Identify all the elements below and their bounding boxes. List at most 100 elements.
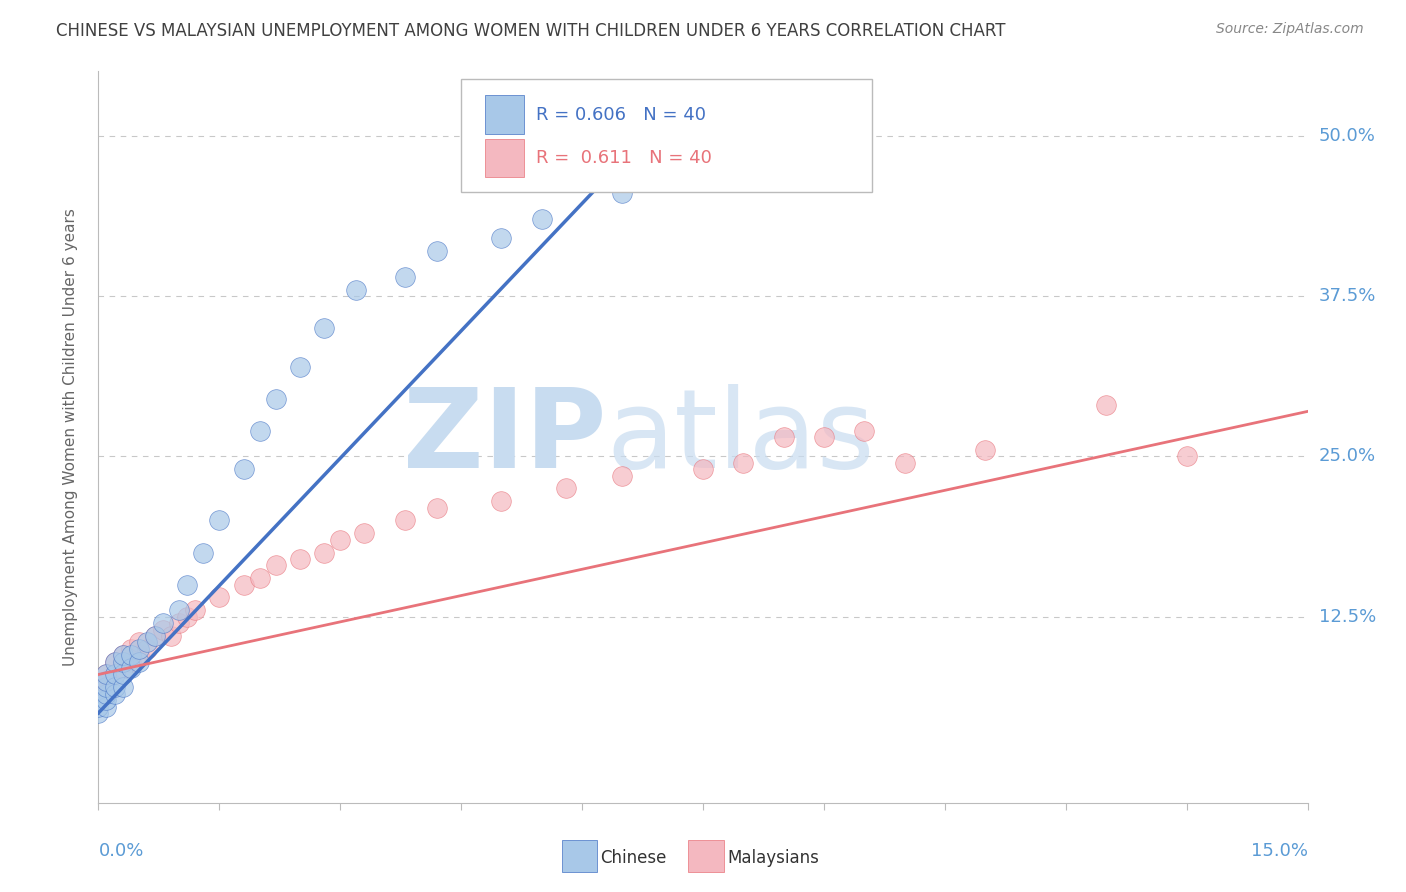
Point: [314, 321, 336, 335]
Point: [128, 655, 150, 669]
Point: [167, 616, 190, 631]
Point: [314, 545, 336, 559]
Text: Malaysians: Malaysians: [727, 848, 820, 867]
Point: [329, 533, 352, 547]
FancyBboxPatch shape: [485, 95, 524, 134]
Point: [612, 186, 634, 201]
Point: [232, 577, 254, 591]
Point: [96, 667, 118, 681]
Point: [111, 661, 134, 675]
Point: [96, 681, 118, 695]
Point: [208, 514, 231, 528]
Point: [893, 456, 915, 470]
Text: CHINESE VS MALAYSIAN UNEMPLOYMENT AMONG WOMEN WITH CHILDREN UNDER 6 YEARS CORREL: CHINESE VS MALAYSIAN UNEMPLOYMENT AMONG …: [56, 22, 1005, 40]
Point: [733, 456, 755, 470]
Point: [103, 655, 125, 669]
Point: [120, 648, 142, 663]
Point: [249, 571, 271, 585]
Text: 12.5%: 12.5%: [1319, 607, 1376, 625]
Point: [1175, 450, 1198, 464]
Point: [426, 500, 449, 515]
FancyBboxPatch shape: [561, 840, 596, 872]
Text: R = 0.606   N = 40: R = 0.606 N = 40: [536, 105, 706, 123]
Point: [193, 545, 215, 559]
Point: [128, 635, 150, 649]
Point: [96, 693, 118, 707]
Point: [555, 482, 578, 496]
Point: [264, 392, 287, 406]
Point: [167, 603, 190, 617]
Point: [208, 591, 231, 605]
Text: ZIP: ZIP: [404, 384, 606, 491]
Point: [668, 167, 690, 181]
Point: [111, 648, 134, 663]
Point: [974, 442, 997, 457]
Point: [176, 577, 198, 591]
Point: [160, 629, 183, 643]
FancyBboxPatch shape: [461, 78, 872, 192]
Point: [128, 648, 150, 663]
Point: [491, 494, 513, 508]
FancyBboxPatch shape: [689, 840, 724, 872]
Point: [87, 693, 110, 707]
Y-axis label: Unemployment Among Women with Children Under 6 years: Unemployment Among Women with Children U…: [63, 208, 77, 666]
Point: [288, 552, 311, 566]
Point: [491, 231, 513, 245]
Text: R =  0.611   N = 40: R = 0.611 N = 40: [536, 149, 711, 168]
Text: 25.0%: 25.0%: [1319, 447, 1376, 466]
Point: [103, 655, 125, 669]
Point: [232, 462, 254, 476]
Text: 0.0%: 0.0%: [98, 842, 143, 860]
Point: [103, 681, 125, 695]
Point: [96, 667, 118, 681]
Point: [143, 629, 166, 643]
Point: [353, 526, 375, 541]
Point: [612, 468, 634, 483]
Point: [176, 609, 198, 624]
Point: [111, 667, 134, 681]
Point: [96, 699, 118, 714]
Point: [120, 641, 142, 656]
Point: [394, 269, 416, 284]
Point: [111, 681, 134, 695]
Point: [87, 706, 110, 720]
Point: [152, 616, 174, 631]
Point: [96, 687, 118, 701]
Point: [120, 655, 142, 669]
Text: Chinese: Chinese: [600, 848, 666, 867]
Text: 50.0%: 50.0%: [1319, 127, 1375, 145]
Point: [103, 667, 125, 681]
Point: [111, 655, 134, 669]
Text: 15.0%: 15.0%: [1250, 842, 1308, 860]
Point: [152, 623, 174, 637]
Point: [772, 430, 794, 444]
Point: [103, 687, 125, 701]
Point: [87, 681, 110, 695]
Point: [111, 648, 134, 663]
Text: Source: ZipAtlas.com: Source: ZipAtlas.com: [1216, 22, 1364, 37]
FancyBboxPatch shape: [485, 139, 524, 178]
Point: [426, 244, 449, 258]
Point: [249, 424, 271, 438]
Point: [394, 514, 416, 528]
Text: atlas: atlas: [606, 384, 875, 491]
Point: [135, 641, 157, 656]
Point: [692, 462, 714, 476]
Point: [143, 629, 166, 643]
Point: [128, 641, 150, 656]
Point: [96, 673, 118, 688]
Point: [530, 211, 553, 226]
Point: [264, 558, 287, 573]
Point: [853, 424, 876, 438]
Point: [288, 359, 311, 374]
Point: [344, 283, 367, 297]
Point: [87, 699, 110, 714]
Point: [184, 603, 207, 617]
Point: [96, 673, 118, 688]
Point: [103, 667, 125, 681]
Point: [813, 430, 835, 444]
Point: [120, 661, 142, 675]
Point: [1095, 398, 1118, 412]
Point: [135, 635, 157, 649]
Text: 37.5%: 37.5%: [1319, 287, 1376, 305]
